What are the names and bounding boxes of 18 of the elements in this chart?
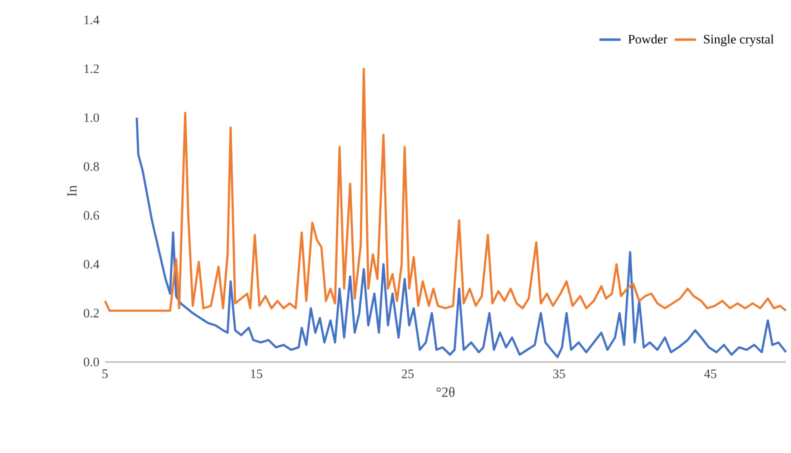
- x-tick-label: 35: [553, 370, 565, 378]
- x-tick-label: 5: [102, 370, 108, 378]
- line-series: [104, 68, 788, 312]
- y-tick-label: 0.8: [84, 162, 99, 171]
- y-tick-label: 1.2: [84, 64, 99, 74]
- legend-label: Single crystal: [704, 34, 774, 46]
- y-tick-label: 1.0: [84, 113, 99, 122]
- y-tick-label: 1.4: [84, 16, 100, 24]
- x-axis-title: °2θ: [436, 387, 455, 397]
- x-tick-label: 25: [402, 370, 414, 378]
- y-tick-label: 0.0: [84, 358, 99, 366]
- y-tick-label: 0.4: [84, 260, 100, 269]
- x-tick-label: 15: [251, 370, 262, 378]
- y-tick-label: 0.2: [84, 308, 99, 318]
- y-tick-label: 0.6: [84, 211, 100, 220]
- y-axis-title: In: [67, 185, 76, 196]
- legend-label: Powder: [628, 34, 668, 44]
- x-tick-label: 45: [704, 370, 716, 378]
